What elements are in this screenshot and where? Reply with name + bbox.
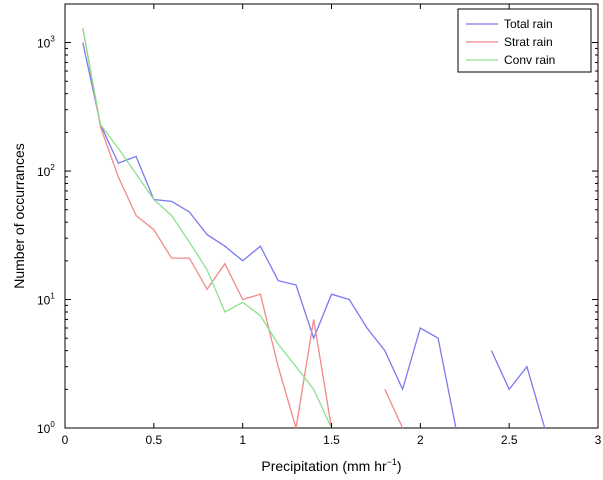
x-tick-label: 0.5 <box>145 433 162 447</box>
legend-label: Strat rain <box>504 35 553 49</box>
y-tick-label-exponent: 0 <box>50 420 55 429</box>
y-tick-label-exponent: 3 <box>50 35 55 44</box>
plot-area <box>64 3 599 429</box>
plot-frame <box>64 3 599 429</box>
legend: Total rain Strat rain Conv rain <box>457 8 592 73</box>
y-tick-label: 100 <box>37 420 55 436</box>
x-axis-title-superscript: −1 <box>387 457 397 467</box>
y-tick-label: 103 <box>37 35 55 51</box>
x-tick-label: 2.5 <box>501 433 518 447</box>
series-line <box>384 389 404 429</box>
series-line <box>82 42 457 429</box>
y-tick-label-exponent: 2 <box>50 163 55 172</box>
x-tick-label: 2 <box>417 433 424 447</box>
series-total-rain <box>82 42 546 429</box>
y-axis-title: Number of occurrances <box>11 143 27 289</box>
legend-box <box>457 8 592 73</box>
y-tick-label-base: 10 <box>37 37 51 51</box>
y-tick-label: 102 <box>37 163 55 179</box>
series-line <box>82 27 333 429</box>
y-tick-label-base: 10 <box>37 422 51 436</box>
series-line <box>82 27 333 429</box>
legend-label: Conv rain <box>504 53 555 67</box>
legend-label: Total rain <box>504 17 553 31</box>
series-strat-rain <box>82 27 404 429</box>
series-line <box>490 350 546 429</box>
x-tick-label: 1 <box>239 433 246 447</box>
y-tick-label-base: 10 <box>37 165 51 179</box>
x-axis-title-end: ) <box>397 458 402 474</box>
x-tick-label: 1.5 <box>323 433 340 447</box>
y-tick-label-exponent: 1 <box>50 292 55 301</box>
y-tick-label-base: 10 <box>37 294 51 308</box>
series-conv-rain <box>82 27 333 429</box>
series-layer <box>82 27 546 429</box>
x-tick-label: 3 <box>595 433 602 447</box>
y-tick-label: 101 <box>37 292 55 308</box>
x-tick-label: 0 <box>62 433 69 447</box>
x-axis-title-main: Precipitation (mm hr <box>261 458 387 474</box>
x-axis: 0 0.5 1 1.5 2 2.5 3 <box>62 4 602 447</box>
x-axis-title: Precipitation (mm hr−1) <box>261 457 401 474</box>
